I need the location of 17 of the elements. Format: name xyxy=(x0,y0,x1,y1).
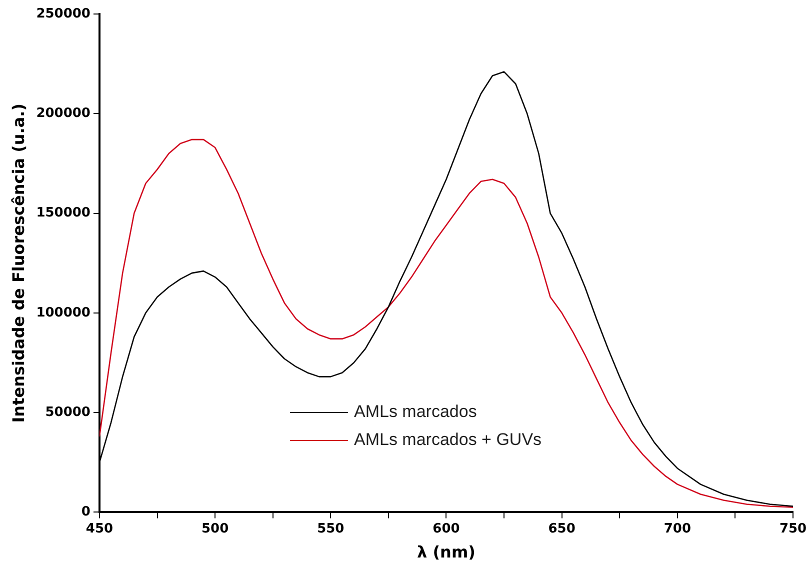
y-axis-title: Intensidade de Fluorescência (u.a.) xyxy=(8,103,28,423)
y-tick-label: 250000 xyxy=(36,6,90,22)
x-axis-title: λ (nm) xyxy=(417,542,476,562)
x-tick-label: 700 xyxy=(664,521,691,536)
x-tick-label: 750 xyxy=(779,521,807,536)
x-tick-label: 600 xyxy=(432,521,460,536)
y-tick-label: 0 xyxy=(81,504,90,520)
y-tick-label: 100000 xyxy=(36,305,90,320)
legend-label: AMLs marcados + GUVs xyxy=(354,430,542,450)
y-tick-label: 50000 xyxy=(45,404,90,420)
y-tick-label: 150000 xyxy=(36,206,90,221)
legend-label: AMLs marcados xyxy=(354,402,477,422)
x-tick-label: 550 xyxy=(317,521,344,536)
y-tick-label: 200000 xyxy=(36,106,90,122)
x-tick-label: 450 xyxy=(86,521,114,536)
x-tick-label: 500 xyxy=(201,521,229,536)
x-tick-label: 650 xyxy=(548,521,576,536)
